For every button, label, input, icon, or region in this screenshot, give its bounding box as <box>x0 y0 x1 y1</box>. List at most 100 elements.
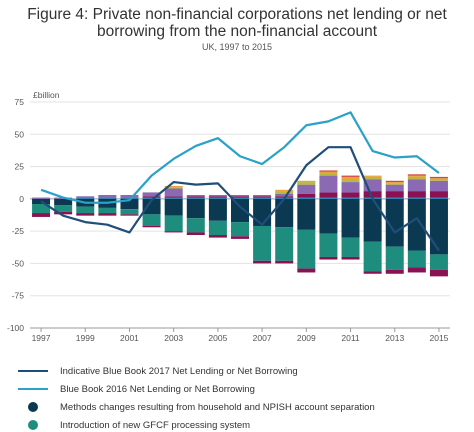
bar-segment <box>231 196 249 198</box>
legend-item-methods: Methods changes resulting from household… <box>18 400 375 414</box>
bar-segment <box>297 193 316 198</box>
bar-segment <box>385 246 404 270</box>
bar-segment <box>32 213 51 217</box>
bar-segment <box>98 197 117 199</box>
y-tick-label: -100 <box>7 323 24 333</box>
bar-segment <box>98 213 117 216</box>
bar-segment <box>363 241 382 272</box>
chart-title: Figure 4: Private non-financial corporat… <box>27 6 447 40</box>
bar-segment <box>186 218 205 233</box>
bar-segment <box>407 250 426 268</box>
bar-segment <box>208 220 227 236</box>
bar-segment <box>319 198 338 234</box>
line-series-bb2017 <box>40 146 440 252</box>
bar-segment <box>407 176 426 180</box>
bar-segment <box>429 176 448 179</box>
bar-segment <box>142 225 161 228</box>
bar-segment <box>297 197 316 199</box>
bar-segment <box>120 209 139 215</box>
bar-segment <box>164 215 183 232</box>
bar-segment <box>429 198 448 255</box>
bar-segment <box>341 175 360 177</box>
bar-segment <box>341 192 360 198</box>
bar-segment <box>341 179 360 183</box>
bar-segment <box>142 198 161 215</box>
y-tick-label: -50 <box>12 258 25 268</box>
bar-segment <box>186 232 205 236</box>
x-tick-label: 2011 <box>341 333 360 343</box>
bar-segment <box>363 179 382 192</box>
bar-segment <box>407 179 426 192</box>
bar-segment <box>275 191 294 194</box>
legend-label-gfcf: Introduction of new GFCF processing syst… <box>60 419 251 431</box>
bar-segment <box>341 256 360 260</box>
bar-segment <box>297 184 316 194</box>
bar-segment <box>76 213 95 216</box>
bar-segment <box>319 175 338 193</box>
bar-segment <box>76 197 95 199</box>
x-tick-label: 2001 <box>120 333 139 343</box>
bar-segment <box>341 176 360 180</box>
bar-segment <box>164 188 183 197</box>
bar-segment <box>385 197 404 199</box>
bar-segment <box>208 194 227 197</box>
bar-segment <box>76 196 95 198</box>
bar-segment <box>385 191 404 198</box>
bar-segment <box>363 271 382 274</box>
bar-segment <box>186 198 205 219</box>
bar-segment <box>76 206 95 214</box>
bar-segment <box>164 197 183 199</box>
bar-segment <box>231 198 249 223</box>
bar-segment <box>319 170 338 172</box>
bar-segment <box>429 254 448 270</box>
y-tick-label: 25 <box>15 162 25 172</box>
bar-segment <box>253 198 272 226</box>
y-tick-label: 0 <box>19 194 24 204</box>
bar-segment <box>208 196 227 198</box>
bar-segment <box>142 214 161 226</box>
bar-segment <box>297 182 316 185</box>
bar-segment <box>341 198 360 238</box>
x-tick-label: 1999 <box>76 333 95 343</box>
bar-segment <box>407 267 426 273</box>
bar-segment <box>407 197 426 199</box>
bar-segment <box>98 207 117 214</box>
bar-segment <box>385 183 404 185</box>
bar-segment <box>208 235 227 238</box>
bar-segment <box>407 174 426 176</box>
bar-segment <box>253 197 272 199</box>
bar-segment <box>164 187 183 189</box>
bar-segment <box>385 182 404 184</box>
bar-segment <box>142 192 161 197</box>
y-axis-label: £billion <box>33 90 60 100</box>
bar-segment <box>253 196 272 198</box>
bar-segment <box>319 197 338 199</box>
bar-segment <box>297 180 316 183</box>
bar-segment <box>341 237 360 257</box>
bar-segment <box>164 231 183 233</box>
bar-segment <box>164 196 183 198</box>
legend-swatch-gfcf <box>28 420 38 430</box>
bar-segment <box>341 197 360 199</box>
bar-segment <box>275 198 294 228</box>
bar-segment <box>319 256 338 260</box>
legend-label-bb2017: Indicative Blue Book 2017 Net Lending or… <box>60 365 298 377</box>
bar-segment <box>407 191 426 198</box>
bar-segment <box>385 198 404 247</box>
bar-segment <box>297 229 316 269</box>
legend-item-bb2017: Indicative Blue Book 2017 Net Lending or… <box>18 364 298 378</box>
x-tick-label: 2013 <box>385 333 404 343</box>
bar-segment <box>208 197 227 199</box>
bar-segment <box>319 171 338 174</box>
bar-segment <box>164 185 183 188</box>
bar-segment <box>54 211 73 215</box>
bar-segment <box>275 260 294 264</box>
bar-segment <box>429 197 448 199</box>
bar-segment <box>120 194 139 198</box>
bar-segment <box>231 194 249 197</box>
legend-swatch-bb2016 <box>18 388 48 390</box>
bar-segment <box>407 198 426 251</box>
legend-label-bb2016: Blue Book 2016 Net Lending or Net Borrow… <box>60 383 255 395</box>
bar-segment <box>319 173 338 176</box>
